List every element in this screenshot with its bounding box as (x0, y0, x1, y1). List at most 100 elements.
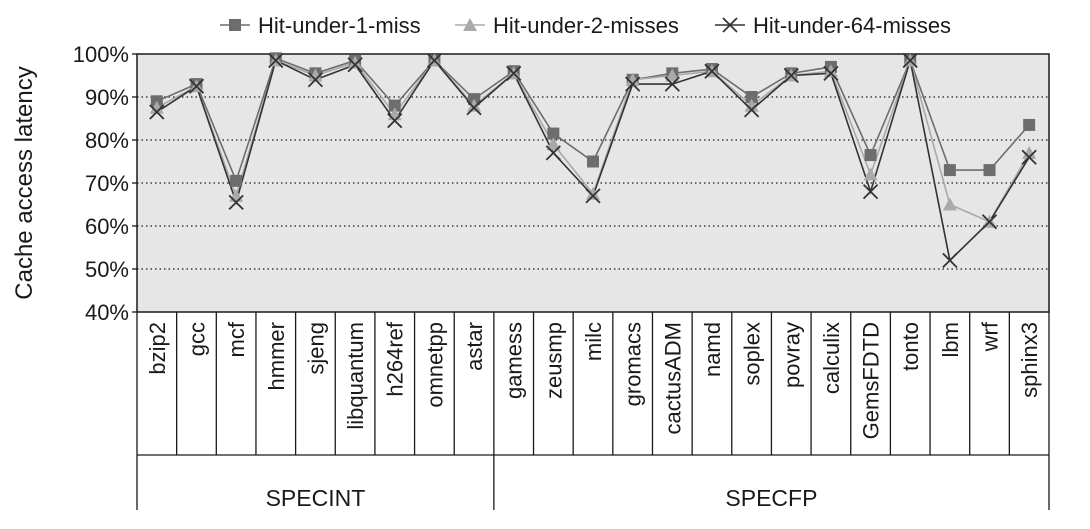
category-label: astar (462, 322, 487, 371)
x-marker-stroke (149, 104, 165, 120)
x-marker-stroke (1021, 149, 1037, 165)
data-point (307, 72, 324, 88)
category-label: libquantum (343, 322, 368, 430)
data-point (188, 78, 205, 94)
x-marker-stroke (545, 145, 561, 161)
x-marker-stroke (664, 76, 680, 92)
x-marker-stroke (387, 113, 403, 129)
x-marker-stroke (722, 17, 738, 33)
x-marker-stroke (347, 57, 363, 73)
x-marker-stroke (942, 252, 958, 269)
category-label: mcf (224, 321, 249, 357)
data-point (1023, 118, 1036, 131)
data-point (587, 155, 599, 168)
data-point (664, 76, 680, 92)
category-label: zeusmp (541, 322, 566, 399)
legend: Hit-under-1-miss Hit-under-2-misses Hit-un… (220, 13, 951, 38)
data-point (625, 76, 641, 92)
data-point (1022, 145, 1037, 159)
data-point (744, 98, 759, 112)
legend-label: Hit-under-1-miss (258, 13, 421, 38)
y-tick-label: 100% (73, 42, 129, 67)
category-label: hmmer (264, 322, 289, 390)
category-label: tonto (898, 322, 923, 371)
y-tick-label: 60% (85, 214, 129, 239)
x-marker-stroke (307, 72, 324, 88)
y-axis-ticks: 40% 50% 60% 70% 80% 90% 100% (73, 42, 137, 325)
category-label: calculix (819, 322, 844, 394)
x-marker-stroke (704, 63, 720, 79)
x-marker-stroke (625, 76, 641, 92)
data-point (506, 65, 522, 81)
category-axis: bzip2 gcc mcf hmmer sjeng libquantum h264ref om… (136, 312, 1050, 511)
category-label: namd (700, 322, 725, 377)
data-point (704, 63, 720, 79)
data-point (942, 252, 958, 269)
data-point (823, 64, 838, 78)
category-label: cactusADM (660, 322, 685, 434)
category-label: soplex (740, 322, 765, 386)
data-point (149, 100, 164, 114)
x-marker-stroke (783, 67, 799, 84)
data-point (348, 55, 363, 69)
legend-marker (229, 19, 241, 31)
x-marker-stroke (902, 52, 918, 69)
data-point (547, 127, 560, 140)
data-point (783, 67, 799, 84)
category-label: h264ref (383, 321, 408, 397)
x-marker-stroke (862, 183, 879, 200)
data-point (902, 52, 918, 69)
data-point (228, 194, 244, 210)
data-point (625, 72, 640, 86)
y-tick-label: 80% (85, 128, 129, 153)
data-point (1021, 149, 1037, 165)
legend-label: Hit-under-2-misses (493, 13, 679, 38)
x-marker-stroke (466, 100, 482, 116)
data-point (388, 99, 401, 112)
group-label: SPECINT (266, 485, 366, 511)
x-marker-stroke (426, 52, 443, 69)
x-marker-stroke (506, 65, 522, 81)
gridlines (137, 96, 1049, 270)
y-axis-label: Cache access latency (11, 66, 38, 299)
data-point (942, 197, 957, 211)
data-point (149, 104, 165, 120)
legend-marker (463, 18, 477, 31)
category-label: omnetpp (422, 322, 447, 408)
data-point (426, 52, 443, 69)
data-point (230, 174, 243, 187)
y-tick-label: 40% (85, 300, 129, 325)
data-point (943, 164, 956, 177)
data-point (585, 188, 601, 204)
y-tick-label: 50% (85, 257, 129, 282)
data-point (864, 149, 877, 162)
data-point (268, 52, 284, 69)
data-point (745, 91, 758, 103)
y-tick-label: 70% (85, 171, 129, 196)
data-point (743, 102, 760, 118)
data-point (823, 65, 839, 81)
category-label: wrf (978, 321, 1003, 352)
data-point (863, 167, 878, 181)
data-point (586, 186, 600, 200)
group-label: SPECFP (725, 485, 817, 511)
x-marker-stroke (743, 102, 760, 118)
category-label: bzip2 (145, 322, 170, 375)
x-marker-stroke (228, 194, 244, 210)
category-label: sphinx3 (1017, 322, 1042, 398)
category-label: sjeng (303, 322, 328, 375)
legend-marker (722, 17, 738, 33)
x-marker-stroke (268, 52, 284, 69)
data-point (546, 137, 561, 151)
x-marker-stroke (981, 214, 998, 230)
x-marker-stroke (823, 65, 839, 81)
category-label: gromacs (621, 322, 646, 406)
category-label: gamess (502, 322, 527, 399)
x-marker-stroke (585, 188, 601, 204)
data-point (862, 183, 879, 200)
data-point (545, 145, 561, 161)
series-layer (149, 52, 1037, 269)
data-point (387, 113, 403, 129)
category-label: milc (581, 322, 606, 361)
x-marker-stroke (188, 78, 205, 94)
